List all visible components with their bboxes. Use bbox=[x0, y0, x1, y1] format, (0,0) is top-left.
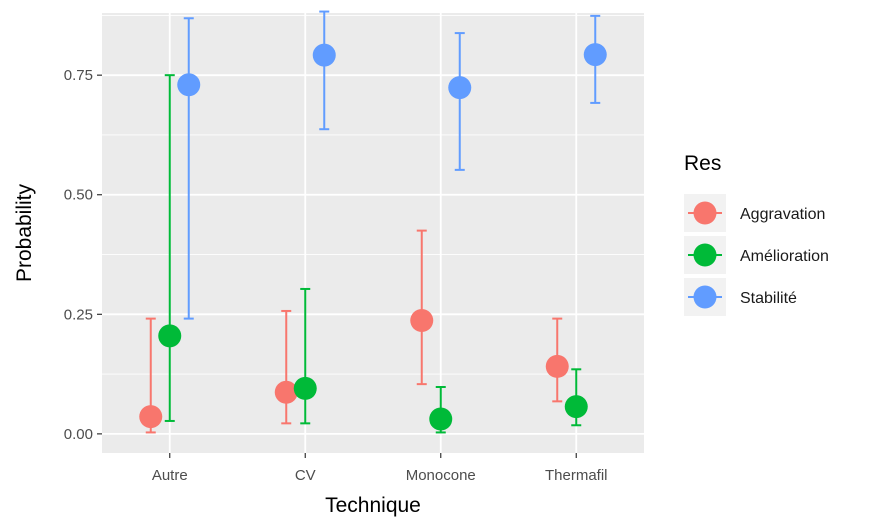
legend-label-stabilite: Stabilité bbox=[740, 290, 797, 307]
legend-label-amelioration: Amélioration bbox=[740, 248, 829, 265]
errorbar-amelioration-cv bbox=[300, 287, 311, 425]
x-tick-label-thermafil: Thermafil bbox=[545, 467, 608, 484]
y-tick-label: 0.75 bbox=[64, 67, 93, 84]
y-tick-label: 0.50 bbox=[64, 187, 93, 204]
errorbar-stabilite-autre bbox=[183, 17, 194, 320]
x-axis-title: Technique bbox=[325, 494, 421, 517]
point-aggravation-autre bbox=[139, 405, 163, 429]
y-axis-title: Probability bbox=[13, 183, 36, 282]
x-tick-label-cv: CV bbox=[295, 467, 316, 484]
legend-title: Res bbox=[684, 152, 721, 175]
legend-key-aggravation bbox=[693, 201, 717, 225]
errorbar-stabilite-cv bbox=[319, 10, 330, 131]
legend-key-amelioration bbox=[693, 243, 717, 267]
legend-label-aggravation: Aggravation bbox=[740, 206, 825, 223]
point-stabilite-cv bbox=[312, 43, 336, 67]
x-tick-label-autre: Autre bbox=[152, 467, 188, 484]
y-tick-label: 0.00 bbox=[64, 426, 93, 443]
errorbar-stabilite-monocone bbox=[454, 32, 465, 171]
errorbar-aggravation-monocone bbox=[416, 229, 427, 386]
point-amelioration-cv bbox=[293, 376, 317, 400]
point-aggravation-monocone bbox=[410, 309, 434, 333]
y-axis: 0.00 0.25 0.50 0.75 bbox=[64, 67, 102, 443]
point-stabilite-autre bbox=[177, 73, 201, 97]
point-amelioration-thermafil bbox=[564, 395, 588, 419]
x-axis: Autre CV Monocone Thermafil bbox=[152, 453, 608, 484]
legend: Res Aggravation Amélioration Stabilité bbox=[684, 152, 829, 316]
errorbar-amelioration-autre bbox=[164, 74, 175, 422]
y-tick-label: 0.25 bbox=[64, 306, 93, 323]
point-aggravation-thermafil bbox=[545, 354, 569, 378]
legend-key-stabilite bbox=[693, 285, 717, 309]
x-tick-label-monocone: Monocone bbox=[406, 467, 476, 484]
data-points bbox=[139, 43, 607, 431]
point-aggravation-cv bbox=[274, 380, 298, 404]
point-amelioration-autre bbox=[158, 324, 182, 348]
point-stabilite-monocone bbox=[448, 76, 472, 100]
point-amelioration-monocone bbox=[429, 407, 453, 431]
point-stabilite-thermafil bbox=[583, 43, 607, 67]
errorbar-aggravation-cv bbox=[281, 309, 292, 425]
